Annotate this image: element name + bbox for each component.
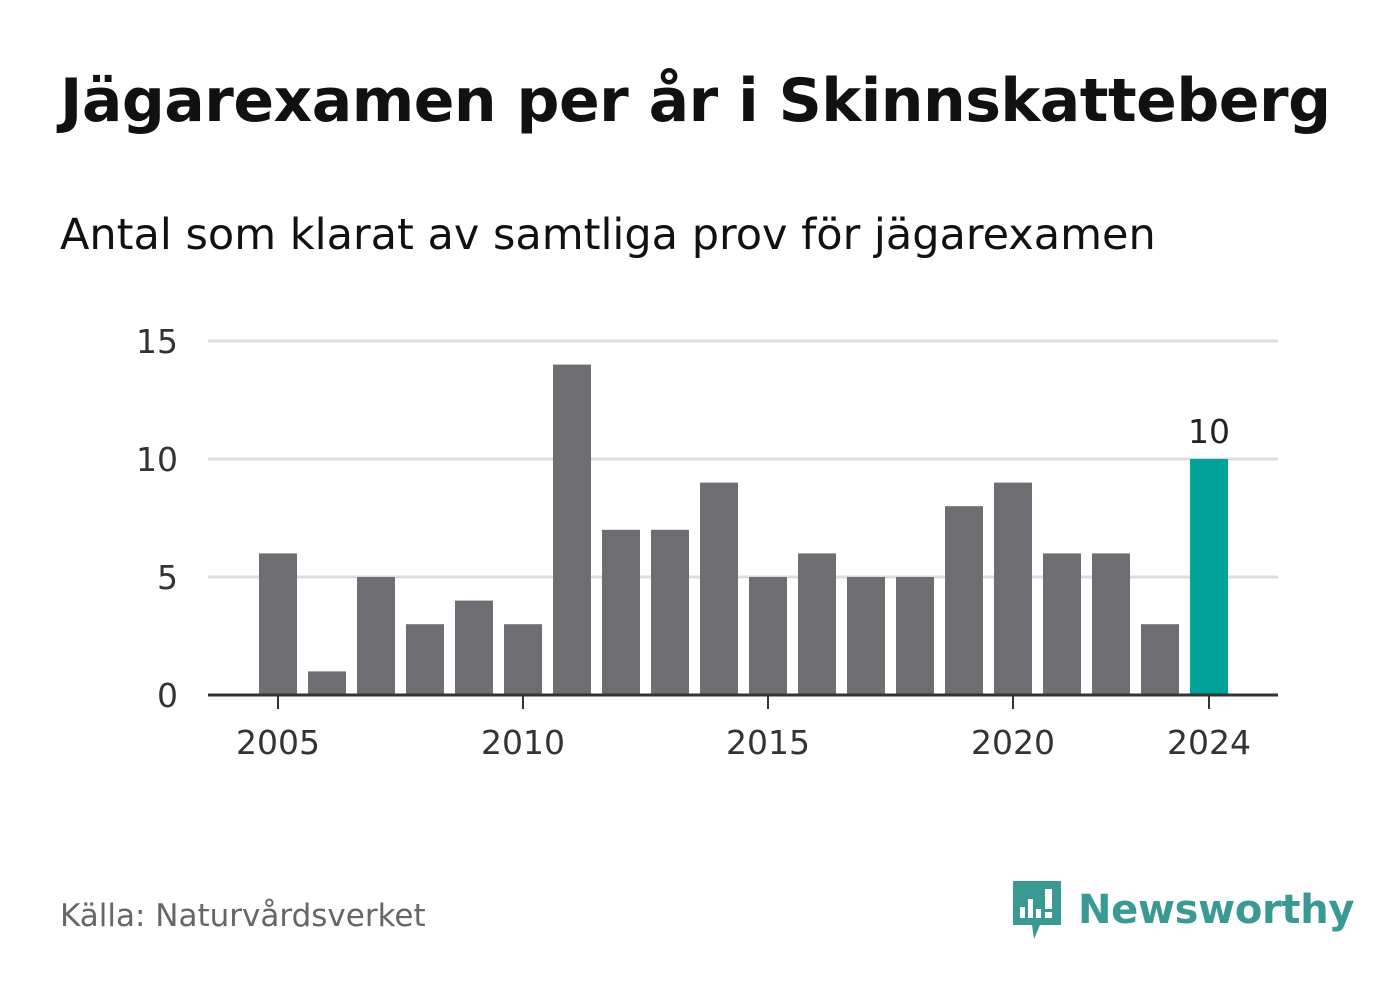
chart-subtitle: Antal som klarat av samtliga prov för jä… <box>60 210 1156 260</box>
x-tick-label-2005: 2005 <box>236 723 320 762</box>
source-note: Källa: Naturvårdsverket <box>60 898 426 934</box>
bar-2022 <box>1092 553 1130 695</box>
x-tick-label-2015: 2015 <box>726 723 810 762</box>
bar-2010 <box>504 624 542 695</box>
bar-2021 <box>1043 553 1081 695</box>
bar-2012 <box>602 529 640 695</box>
bar-2019 <box>945 506 983 695</box>
grid-lines <box>208 339 1278 579</box>
bars <box>259 364 1228 695</box>
x-tick-label-2010: 2010 <box>481 723 565 762</box>
chart-title: Jägarexamen per år i Skinnskatteberg <box>60 66 1331 136</box>
bar-2013 <box>651 529 689 695</box>
y-tick-label-0: 0 <box>157 676 178 715</box>
bar-2005 <box>259 553 297 695</box>
brand-name: Newsworthy <box>1078 887 1355 933</box>
labels: 0 5 10 15 10 2005 2010 2015 2020 2024 <box>136 322 1251 762</box>
bar-2009 <box>455 600 493 695</box>
axes <box>208 693 1278 709</box>
bar-2024 <box>1190 459 1228 695</box>
bar-2020 <box>994 482 1032 695</box>
y-tick-label-5: 5 <box>157 558 178 597</box>
bar-2006 <box>308 671 346 695</box>
brand-logo: Newsworthy <box>1010 878 1355 942</box>
bar-2023 <box>1141 624 1179 695</box>
bar-2014 <box>700 482 738 695</box>
bar-2007 <box>357 577 395 695</box>
x-tick-label-2020: 2020 <box>971 723 1055 762</box>
bar-2016 <box>798 553 836 695</box>
y-tick-label-10: 10 <box>136 440 178 479</box>
newsworthy-logo-icon <box>1013 881 1061 939</box>
data-label-2024: 10 <box>1188 412 1230 451</box>
x-tick-label-2024: 2024 <box>1167 723 1251 762</box>
bar-2017 <box>847 577 885 695</box>
bar-2015 <box>749 577 787 695</box>
bar-2011 <box>553 364 591 695</box>
y-tick-label-15: 15 <box>136 322 178 361</box>
bar-2008 <box>406 624 444 695</box>
bar-2018 <box>896 577 934 695</box>
